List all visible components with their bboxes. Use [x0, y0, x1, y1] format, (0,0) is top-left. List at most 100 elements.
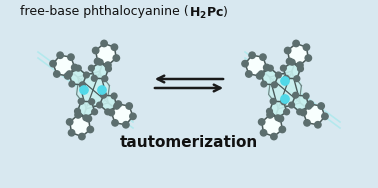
Circle shape	[285, 47, 291, 54]
Circle shape	[65, 73, 71, 79]
Circle shape	[67, 119, 73, 125]
Circle shape	[108, 109, 115, 116]
Circle shape	[112, 120, 118, 126]
Circle shape	[91, 75, 97, 81]
Circle shape	[281, 95, 289, 103]
Circle shape	[92, 109, 98, 115]
Circle shape	[111, 93, 117, 99]
Circle shape	[267, 112, 273, 118]
Polygon shape	[291, 95, 309, 112]
Circle shape	[300, 109, 307, 116]
Circle shape	[79, 82, 85, 88]
Circle shape	[87, 126, 93, 133]
Circle shape	[289, 59, 295, 65]
Circle shape	[98, 86, 106, 94]
Circle shape	[267, 65, 273, 71]
Polygon shape	[284, 62, 301, 79]
Polygon shape	[262, 115, 282, 136]
Text: tautomerization: tautomerization	[120, 135, 258, 150]
Circle shape	[260, 54, 266, 60]
Circle shape	[304, 120, 310, 126]
Circle shape	[80, 86, 88, 94]
Circle shape	[114, 103, 119, 109]
Polygon shape	[69, 68, 87, 85]
Text: $\mathbf{H_2Pc}$): $\mathbf{H_2Pc}$)	[189, 5, 228, 21]
Circle shape	[102, 76, 108, 82]
Circle shape	[275, 115, 281, 121]
Polygon shape	[53, 55, 75, 76]
Circle shape	[111, 44, 118, 50]
Circle shape	[260, 130, 267, 136]
Circle shape	[101, 92, 107, 98]
Circle shape	[293, 40, 299, 47]
Circle shape	[105, 62, 111, 68]
Circle shape	[85, 115, 91, 122]
Circle shape	[93, 47, 99, 54]
Polygon shape	[270, 101, 287, 118]
Circle shape	[284, 75, 289, 81]
Circle shape	[101, 40, 107, 47]
Circle shape	[68, 130, 75, 136]
Circle shape	[126, 103, 132, 109]
Circle shape	[322, 113, 328, 120]
Circle shape	[246, 71, 252, 77]
Circle shape	[97, 102, 102, 108]
Polygon shape	[91, 62, 108, 79]
Circle shape	[287, 58, 293, 64]
Circle shape	[249, 52, 255, 58]
Polygon shape	[245, 55, 267, 76]
Circle shape	[242, 61, 248, 67]
Circle shape	[284, 109, 290, 115]
Circle shape	[97, 59, 103, 65]
Circle shape	[74, 108, 81, 114]
Circle shape	[130, 113, 136, 120]
Circle shape	[289, 102, 294, 108]
Circle shape	[280, 65, 286, 71]
Circle shape	[263, 64, 270, 71]
Polygon shape	[96, 43, 116, 65]
Circle shape	[268, 73, 302, 107]
Polygon shape	[99, 95, 117, 112]
Circle shape	[71, 64, 78, 71]
Circle shape	[303, 44, 310, 50]
Circle shape	[113, 55, 119, 61]
Circle shape	[79, 133, 85, 140]
Circle shape	[279, 126, 285, 133]
Circle shape	[50, 61, 56, 67]
Circle shape	[297, 109, 302, 115]
Circle shape	[123, 122, 129, 128]
Circle shape	[261, 81, 267, 87]
Polygon shape	[261, 68, 279, 85]
Circle shape	[281, 99, 287, 105]
Circle shape	[271, 133, 277, 140]
Circle shape	[68, 54, 74, 60]
Circle shape	[293, 92, 299, 98]
Circle shape	[84, 72, 89, 78]
Circle shape	[318, 103, 324, 109]
Circle shape	[259, 71, 264, 77]
Circle shape	[105, 109, 111, 115]
Circle shape	[277, 115, 284, 122]
Circle shape	[303, 93, 309, 99]
Circle shape	[94, 58, 101, 64]
Circle shape	[115, 101, 122, 107]
Circle shape	[78, 99, 84, 104]
Circle shape	[314, 122, 321, 128]
Circle shape	[294, 76, 300, 82]
Text: free-base phthalocyanine (: free-base phthalocyanine (	[20, 5, 189, 18]
Circle shape	[271, 82, 277, 88]
Circle shape	[306, 103, 311, 109]
Circle shape	[88, 65, 94, 71]
Circle shape	[259, 119, 265, 125]
Circle shape	[75, 112, 81, 118]
Polygon shape	[303, 104, 325, 125]
Circle shape	[297, 62, 303, 68]
Circle shape	[256, 73, 263, 79]
Circle shape	[69, 81, 75, 87]
Circle shape	[276, 72, 281, 78]
Circle shape	[105, 66, 112, 72]
Circle shape	[54, 71, 60, 77]
Circle shape	[266, 108, 273, 114]
Circle shape	[76, 65, 81, 71]
Circle shape	[83, 115, 89, 121]
